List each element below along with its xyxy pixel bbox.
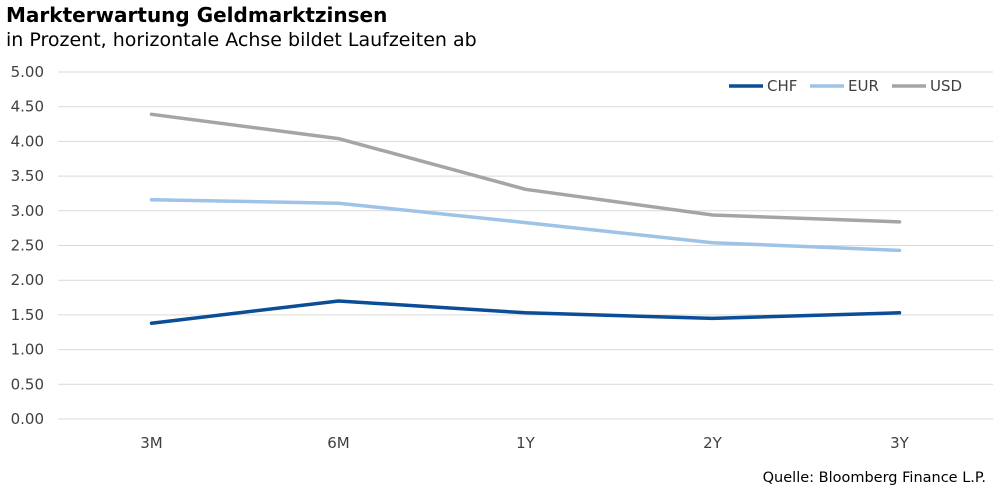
- y-tick-label: 0.00: [11, 410, 44, 428]
- legend-label-chf: CHF: [767, 77, 797, 95]
- y-tick-label: 2.00: [11, 271, 44, 289]
- chart-subtitle: in Prozent, horizontale Achse bildet Lau…: [6, 29, 477, 51]
- y-tick-label: 4.50: [11, 98, 44, 116]
- series-lines: [149, 112, 902, 325]
- series-line-usd: [149, 112, 902, 224]
- legend: CHF EUR USD: [729, 77, 962, 95]
- y-tick-label: 1.00: [11, 341, 44, 359]
- legend-label-eur: EUR: [848, 77, 879, 95]
- y-tick-label: 3.50: [11, 167, 44, 185]
- x-tick-label: 1Y: [516, 434, 536, 452]
- y-tick-label: 2.50: [11, 237, 44, 255]
- y-tick-label: 0.50: [11, 375, 44, 393]
- chart-title: Markterwartung Geldmarktzinsen: [6, 3, 388, 27]
- source-note: Quelle: Bloomberg Finance L.P.: [762, 470, 986, 486]
- legend-label-usd: USD: [930, 77, 962, 95]
- y-tick-label: 5.00: [11, 63, 44, 81]
- y-axis-ticks: 0.00 0.50 1.00 1.50 2.00 2.50 3.00 3.50 4.00 4.50…: [11, 63, 44, 428]
- y-tick-label: 1.50: [11, 306, 44, 324]
- y-tick-label: 3.00: [11, 202, 44, 220]
- x-axis-ticks: 3M 6M 1Y 2Y 3Y: [140, 434, 909, 452]
- y-tick-label: 4.00: [11, 132, 44, 150]
- series-line-eur: [149, 197, 902, 253]
- x-tick-label: 3M: [140, 434, 163, 452]
- x-tick-label: 2Y: [703, 434, 723, 452]
- x-tick-label: 6M: [327, 434, 350, 452]
- x-tick-label: 3Y: [890, 434, 910, 452]
- series-line-chf: [149, 299, 902, 325]
- gridlines: [58, 71, 993, 420]
